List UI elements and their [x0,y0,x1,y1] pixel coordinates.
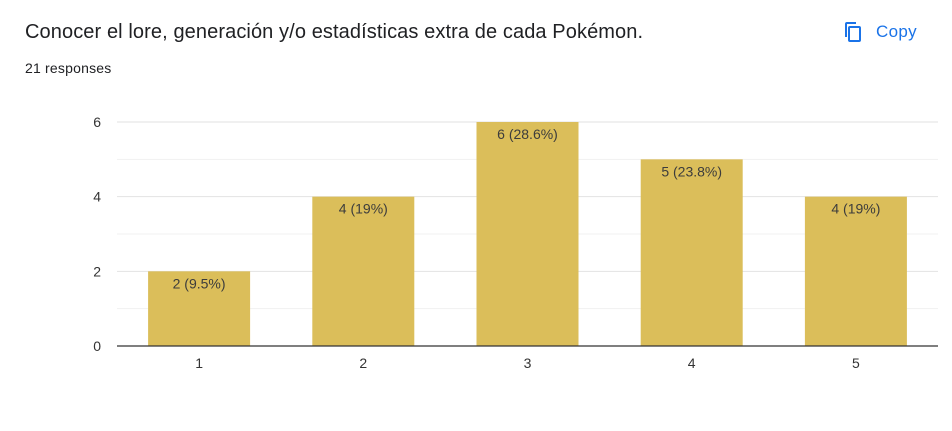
data-label: 4 (19%) [831,201,880,217]
bar [640,159,743,346]
bar [312,196,415,346]
copy-button[interactable]: Copy [833,14,925,50]
x-tick-label: 1 [195,355,203,371]
bar [476,122,579,346]
y-tick-label: 4 [93,189,101,205]
bar [804,196,907,346]
bar [148,271,251,346]
response-count: 21 responses [25,60,112,76]
y-tick-label: 6 [93,114,101,130]
copy-label: Copy [876,22,917,41]
x-tick-label: 5 [852,355,860,371]
copy-icon [845,22,861,42]
data-label: 2 (9.5%) [173,275,226,291]
x-tick-label: 2 [359,355,367,371]
data-label: 5 (23.8%) [661,163,722,179]
x-tick-label: 4 [688,355,696,371]
y-tick-label: 0 [93,338,101,354]
data-label: 4 (19%) [339,201,388,217]
x-tick-label: 3 [524,355,532,371]
question-title: Conocer el lore, generación y/o estadíst… [25,21,644,43]
data-label: 6 (28.6%) [497,126,558,142]
y-tick-label: 2 [93,263,101,279]
